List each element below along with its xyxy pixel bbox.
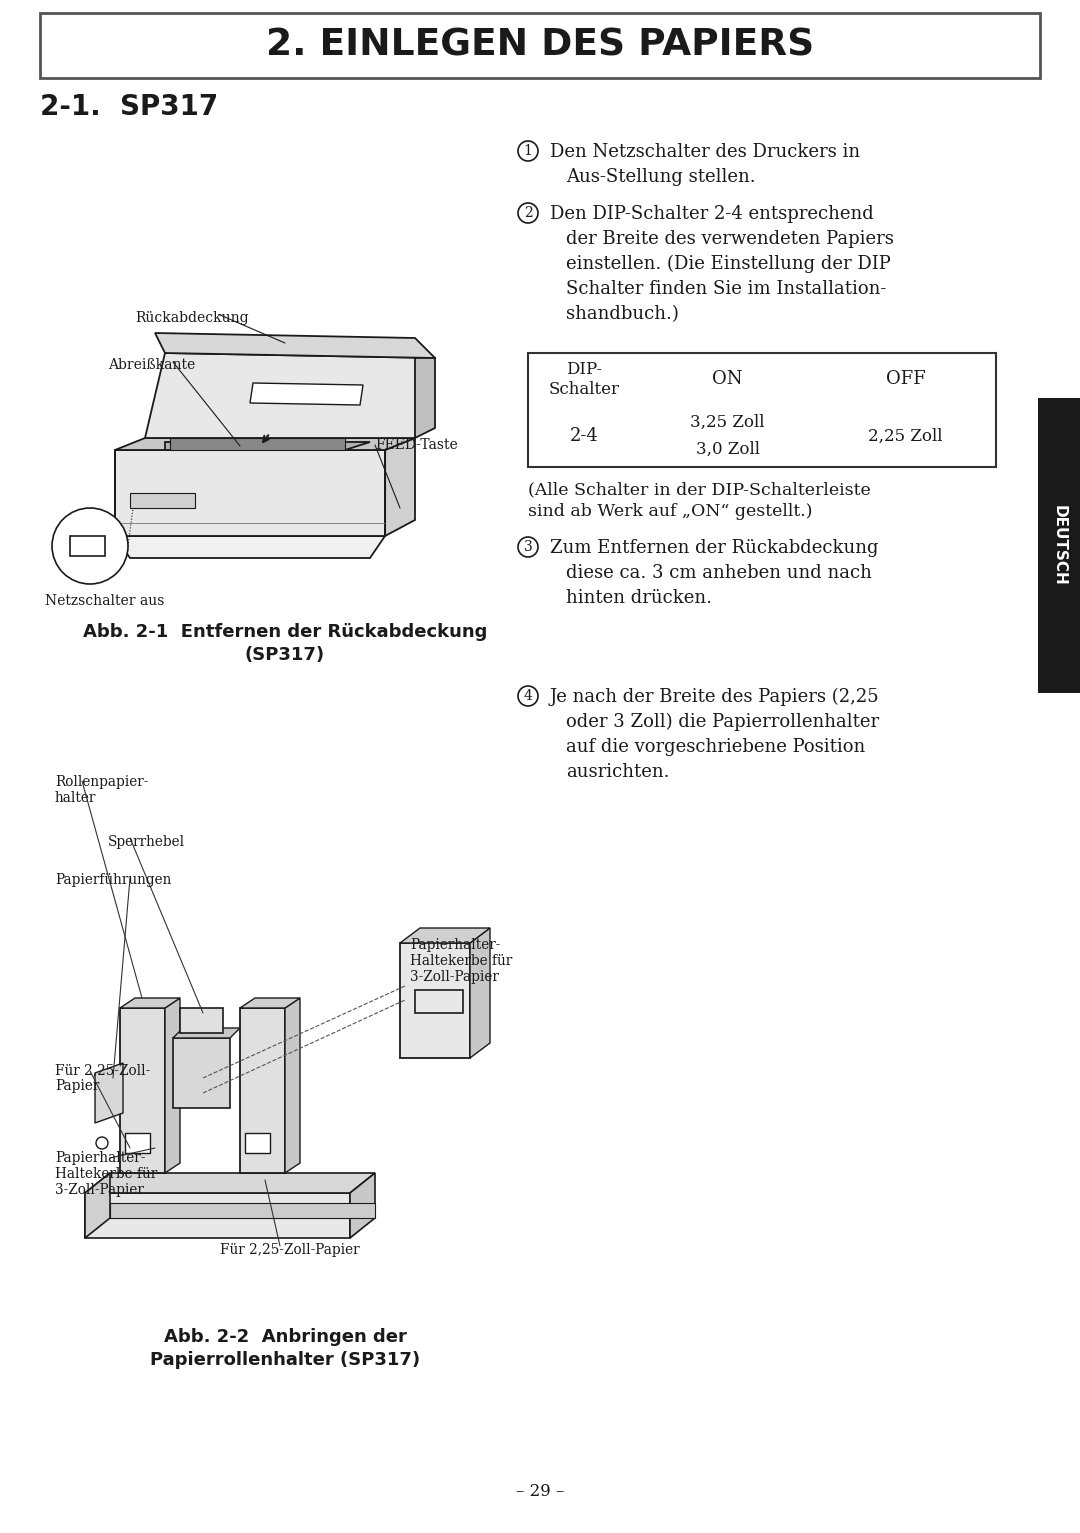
Text: (SP317): (SP317) [245, 645, 325, 664]
Polygon shape [165, 442, 370, 451]
Polygon shape [85, 1173, 375, 1193]
Polygon shape [145, 353, 435, 438]
Text: 3: 3 [524, 540, 532, 553]
Bar [40, 12, 1040, 78]
Text: Abb. 2-2  Anbringen der: Abb. 2-2 Anbringen der [163, 1328, 406, 1346]
Circle shape [96, 1137, 108, 1150]
Text: 2: 2 [524, 205, 532, 221]
Text: Schalter: Schalter [549, 380, 620, 397]
Text: der Breite des verwendeten Papiers: der Breite des verwendeten Papiers [566, 230, 894, 248]
Polygon shape [245, 1133, 270, 1153]
Polygon shape [114, 438, 415, 451]
Polygon shape [120, 1009, 165, 1173]
Text: Rückabdeckung: Rückabdeckung [135, 311, 248, 325]
Text: auf die vorgeschriebene Position: auf die vorgeschriebene Position [566, 737, 865, 756]
Polygon shape [470, 927, 490, 1058]
Text: ON: ON [712, 369, 743, 388]
Polygon shape [400, 943, 470, 1058]
Text: sind ab Werk auf „ON“ gestellt.): sind ab Werk auf „ON“ gestellt.) [528, 503, 812, 520]
Polygon shape [130, 494, 195, 507]
Text: Abreißkante: Abreißkante [108, 359, 195, 373]
Bar [1038, 399, 1080, 693]
Text: Papierhalter-
Haltekerbe für
3-Zoll-Papier: Papierhalter- Haltekerbe für 3-Zoll-Papi… [410, 938, 512, 984]
Polygon shape [110, 1203, 375, 1219]
Polygon shape [285, 998, 300, 1173]
Text: Aus-Stellung stellen.: Aus-Stellung stellen. [566, 169, 756, 185]
Polygon shape [173, 1029, 240, 1038]
Text: 2-4: 2-4 [569, 428, 598, 445]
Text: einstellen. (Die Einstellung der DIP: einstellen. (Die Einstellung der DIP [566, 254, 891, 273]
Polygon shape [95, 1062, 123, 1124]
Bar [528, 353, 996, 468]
Polygon shape [384, 438, 415, 537]
Text: Rollenpapier-
halter: Rollenpapier- halter [55, 776, 148, 805]
Text: DEUTSCH: DEUTSCH [1052, 506, 1067, 586]
Text: 4: 4 [524, 688, 532, 704]
Text: Schalter finden Sie im Installation-: Schalter finden Sie im Installation- [566, 281, 887, 297]
Text: 3,25 Zoll: 3,25 Zoll [690, 414, 765, 431]
Text: Papierführungen: Papierführungen [55, 872, 172, 888]
Polygon shape [170, 438, 345, 451]
Text: – 29 –: – 29 – [516, 1482, 564, 1499]
Text: Papierhalter-
Haltekerbe für
3-Zoll-Papier: Papierhalter- Haltekerbe für 3-Zoll-Papi… [55, 1151, 158, 1197]
Text: diese ca. 3 cm anheben und nach: diese ca. 3 cm anheben und nach [566, 564, 872, 583]
Polygon shape [165, 998, 180, 1173]
Polygon shape [156, 333, 435, 359]
Polygon shape [114, 537, 384, 558]
Polygon shape [400, 927, 490, 943]
Text: Für 2,25-Zoll-
Papier: Für 2,25-Zoll- Papier [55, 1062, 150, 1093]
Text: 3,0 Zoll: 3,0 Zoll [696, 442, 759, 458]
Text: Abb. 2-1  Entfernen der Rückabdeckung: Abb. 2-1 Entfernen der Rückabdeckung [83, 622, 487, 641]
Text: 2,25 Zoll: 2,25 Zoll [868, 428, 943, 445]
Polygon shape [120, 998, 180, 1009]
Text: ausrichten.: ausrichten. [566, 763, 670, 780]
Text: Je nach der Breite des Papiers (2,25: Je nach der Breite des Papiers (2,25 [550, 688, 879, 707]
Polygon shape [125, 1133, 150, 1153]
Text: Papierrollenhalter (SP317): Papierrollenhalter (SP317) [150, 1351, 420, 1369]
Text: Zum Entfernen der Rückabdeckung: Zum Entfernen der Rückabdeckung [550, 540, 878, 556]
Circle shape [52, 507, 129, 584]
Text: 2. EINLEGEN DES PAPIERS: 2. EINLEGEN DES PAPIERS [266, 28, 814, 63]
Text: FEED-Taste: FEED-Taste [375, 438, 458, 452]
Polygon shape [85, 1173, 110, 1239]
Polygon shape [240, 998, 300, 1009]
Text: 2-1.  SP317: 2-1. SP317 [40, 94, 218, 121]
Polygon shape [85, 1193, 350, 1239]
Polygon shape [114, 451, 384, 537]
Text: DIP-: DIP- [566, 360, 602, 377]
Text: oder 3 Zoll) die Papierrollenhalter: oder 3 Zoll) die Papierrollenhalter [566, 713, 879, 731]
Polygon shape [350, 1173, 375, 1239]
Polygon shape [249, 383, 363, 405]
Text: Den Netzschalter des Druckers in: Den Netzschalter des Druckers in [550, 143, 860, 161]
Text: Für 2,25-Zoll-Papier: Für 2,25-Zoll-Papier [220, 1243, 360, 1257]
Text: Netzschalter aus: Netzschalter aus [45, 593, 164, 609]
Text: OFF: OFF [886, 369, 926, 388]
Polygon shape [415, 359, 435, 438]
Text: hinten drücken.: hinten drücken. [566, 589, 712, 607]
Text: Sperrhebel: Sperrhebel [108, 835, 185, 849]
Text: shandbuch.): shandbuch.) [566, 305, 679, 323]
Polygon shape [240, 1009, 285, 1173]
Text: Den DIP-Schalter 2-4 entsprechend: Den DIP-Schalter 2-4 entsprechend [550, 205, 874, 222]
Text: 1: 1 [524, 144, 532, 158]
Polygon shape [173, 1038, 230, 1108]
Text: (Alle Schalter in der DIP-Schalterleiste: (Alle Schalter in der DIP-Schalterleiste [528, 481, 870, 498]
Polygon shape [180, 1009, 222, 1033]
